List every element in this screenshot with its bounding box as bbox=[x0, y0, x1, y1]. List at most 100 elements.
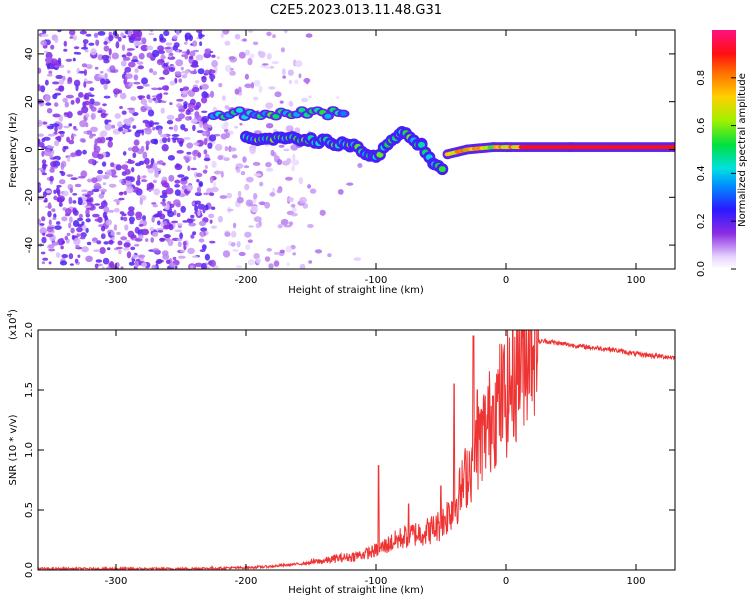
spectrogram-noise-speckle bbox=[280, 47, 285, 53]
spectrogram-noise-speckle bbox=[151, 95, 158, 98]
spectrogram-noise-speckle bbox=[148, 32, 155, 36]
spectrogram-noise-speckle bbox=[201, 130, 209, 137]
spectrogram-noise-speckle bbox=[164, 46, 172, 50]
spectrogram-noise-speckle bbox=[62, 75, 66, 81]
spectrogram-noise-speckle bbox=[305, 33, 313, 38]
spectrogram-noise-speckle bbox=[165, 187, 174, 195]
spectrogram-noise-speckle bbox=[51, 241, 59, 246]
spectrogram-noise-speckle bbox=[276, 159, 283, 165]
spectrogram-y-tick-label: -40 bbox=[24, 237, 35, 253]
spectrogram-noise-speckle bbox=[81, 106, 89, 114]
spectrogram-noise-speckle bbox=[141, 179, 148, 183]
spectrogram-noise-speckle bbox=[91, 177, 98, 184]
spectrogram-noise-speckle bbox=[177, 222, 183, 226]
spectrogram-noise-speckle bbox=[42, 257, 49, 261]
spectrogram-noise-speckle bbox=[53, 189, 57, 194]
spectrogram-noise-speckle bbox=[78, 92, 84, 98]
snr-line-layer bbox=[38, 330, 675, 570]
spectrogram-noise-speckle bbox=[175, 163, 181, 168]
snr-y-scale-base: (x10 bbox=[8, 317, 19, 340]
spectrogram-noise-speckle bbox=[299, 196, 307, 204]
spectrogram-noise-speckle bbox=[132, 125, 137, 129]
spectrogram-noise-speckle bbox=[41, 216, 46, 222]
spectrogram-upper-band-cell bbox=[324, 113, 332, 119]
spectrogram-noise-speckle bbox=[128, 261, 135, 266]
spectrogram-noise-speckle bbox=[157, 87, 163, 91]
spectrogram-noise-speckle bbox=[120, 191, 124, 195]
spectrogram-noise-speckle bbox=[167, 137, 171, 143]
spectrogram-noise-speckle bbox=[135, 180, 141, 186]
spectrogram-noise-speckle bbox=[46, 108, 53, 114]
spectrogram-noise-speckle bbox=[41, 159, 47, 165]
spectrogram-noise-speckle bbox=[41, 236, 47, 244]
spectrogram-noise-speckle bbox=[120, 32, 125, 38]
spectrogram-noise-speckle bbox=[81, 189, 88, 193]
spectrogram-noise-speckle bbox=[145, 238, 149, 242]
spectrogram-noise-speckle bbox=[67, 81, 72, 85]
spectrogram-noise-speckle bbox=[72, 57, 76, 62]
spectrogram-noise-speckle bbox=[156, 228, 165, 231]
spectrogram-noise-speckle bbox=[178, 78, 182, 83]
spectrogram-noise-speckle bbox=[266, 31, 272, 37]
spectrogram-noise-speckle bbox=[46, 226, 55, 230]
spectrogram-noise-speckle bbox=[198, 220, 207, 227]
spectrogram-noise-speckle bbox=[89, 196, 94, 203]
spectrogram-noise-speckle bbox=[142, 215, 146, 221]
spectrogram-noise-speckle bbox=[117, 240, 123, 246]
spectrogram-noise-speckle bbox=[141, 262, 148, 268]
spectrogram-noise-speckle bbox=[183, 128, 188, 132]
spectrogram-noise-speckle bbox=[142, 119, 150, 124]
spectrogram-noise-speckle bbox=[83, 100, 91, 106]
spectrogram-noise-speckle bbox=[51, 208, 56, 213]
spectrogram-noise-speckle bbox=[60, 162, 65, 170]
spectrogram-noise-speckle bbox=[94, 218, 101, 222]
spectrogram-noise-speckle bbox=[116, 246, 123, 250]
spectrogram-noise-speckle bbox=[70, 227, 75, 234]
spectrogram-noise-speckle bbox=[217, 155, 224, 161]
spectrogram-noise-speckle bbox=[42, 164, 48, 167]
spectrogram-noise-speckle bbox=[49, 167, 55, 173]
spectrogram-noise-speckle bbox=[41, 138, 45, 143]
snr-plot: -300 -200 -100 0 100 0.0 0.5 1.0 1.5 2.0 Height … bbox=[6, 309, 676, 596]
spectrogram-noise-speckle bbox=[285, 176, 293, 181]
spectrogram-noise-speckle bbox=[40, 33, 49, 38]
spectrogram-noise-speckle bbox=[161, 85, 169, 91]
spectrogram-noise-speckle bbox=[57, 130, 66, 134]
spectrogram-noise-speckle bbox=[41, 150, 45, 157]
spectrogram-noise-speckle bbox=[65, 94, 74, 99]
spectrogram-noise-speckle bbox=[91, 188, 100, 193]
spectrogram-noise-speckle bbox=[75, 149, 82, 157]
spectrogram-noise-speckle bbox=[253, 253, 260, 260]
spectrogram-noise-speckle bbox=[66, 232, 71, 237]
spectrogram-noise-speckle bbox=[172, 256, 177, 261]
spectrogram-noise-speckle bbox=[106, 119, 112, 123]
spectrogram-noise-speckle bbox=[72, 200, 77, 204]
spectrogram-noise-speckle bbox=[238, 251, 246, 257]
spectrogram-noise-speckle bbox=[90, 106, 97, 112]
spectrogram-noise-speckle bbox=[134, 260, 139, 268]
spectrogram-noise-speckle bbox=[258, 85, 263, 94]
spectrogram-noise-speckle bbox=[159, 237, 166, 241]
spectrogram-noise-speckle bbox=[65, 58, 73, 62]
spectrogram-noise-speckle bbox=[209, 134, 217, 142]
spectrogram-noise-speckle bbox=[146, 52, 153, 59]
spectrogram-noise-speckle bbox=[81, 63, 88, 68]
colorbar-gradient bbox=[712, 30, 736, 269]
spectrogram-noise-speckle bbox=[38, 133, 44, 137]
spectrogram-noise-speckle bbox=[138, 224, 144, 227]
spectrogram-noise-speckle bbox=[291, 204, 296, 209]
spectrogram-y-tick-label: -20 bbox=[24, 189, 35, 205]
spectrogram-noise-speckle bbox=[76, 227, 83, 233]
spectrogram-noise-speckle bbox=[167, 210, 175, 218]
spectrogram-noise-speckle bbox=[92, 240, 97, 244]
spectrogram-y-tick-label: 40 bbox=[24, 48, 35, 61]
spectrogram-noise-speckle bbox=[155, 260, 161, 265]
spectrogram-noise-speckle bbox=[60, 245, 64, 250]
spectrogram-noise-speckle bbox=[173, 124, 178, 132]
spectrogram-noise-speckle bbox=[185, 116, 191, 121]
spectrogram-noise-speckle bbox=[137, 254, 146, 259]
spectrogram-noise-speckle bbox=[217, 215, 223, 223]
spectrogram-noise-speckle bbox=[63, 40, 67, 47]
spectrogram-noise-speckle bbox=[123, 216, 128, 222]
spectrogram-noise-speckle bbox=[144, 127, 152, 135]
